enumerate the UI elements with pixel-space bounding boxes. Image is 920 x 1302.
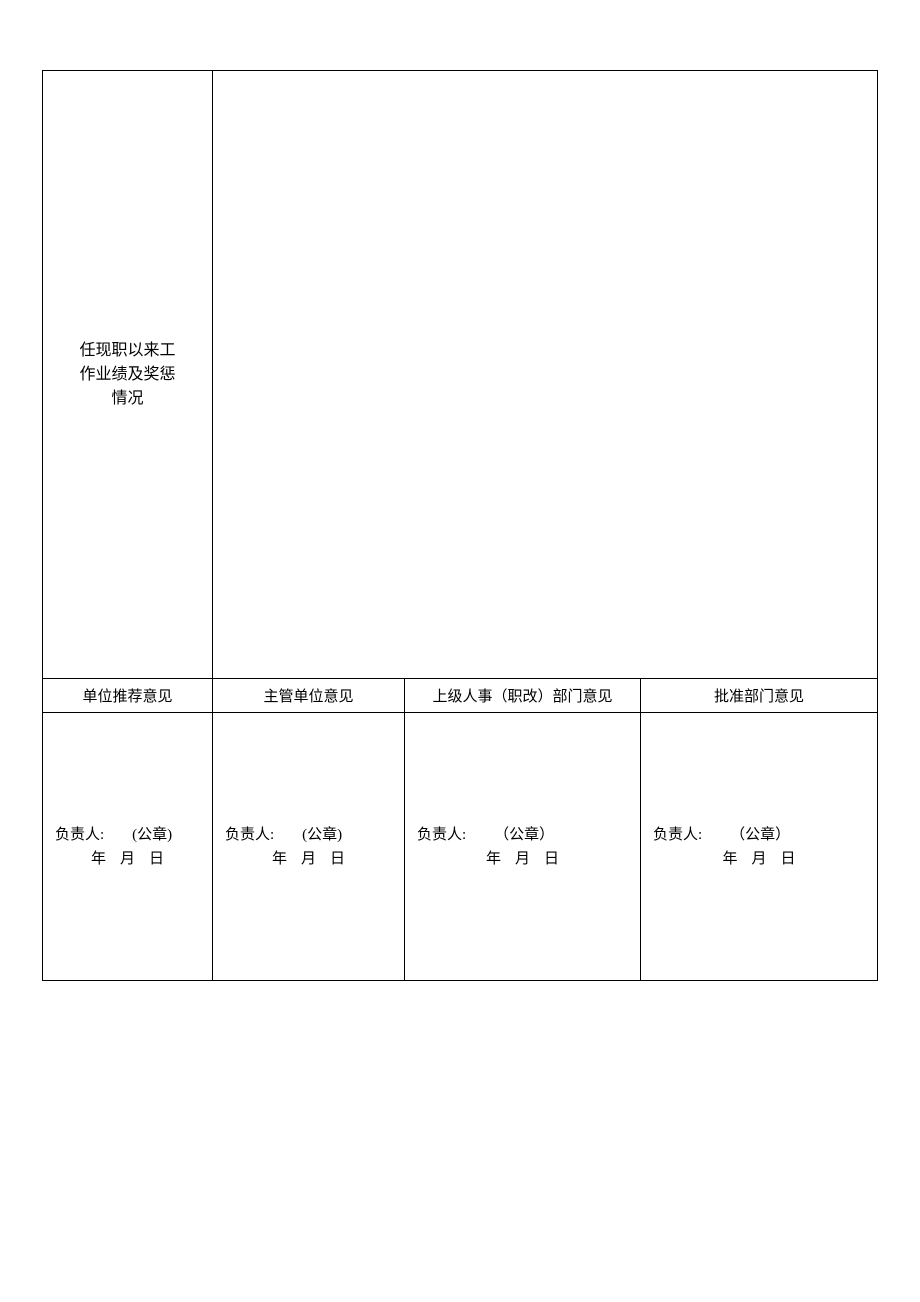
header-supervisor-unit: 主管单位意见 — [213, 679, 405, 713]
date-line: 年月日 — [653, 847, 865, 871]
month-label: 月 — [301, 851, 316, 867]
performance-content-cell — [213, 71, 878, 679]
seal-label: (公章) — [302, 827, 342, 843]
responsible-label: 负责人: — [653, 827, 702, 843]
opinion-hr-cell: 负责人: （公章） 年月日 — [405, 713, 641, 981]
approval-form-table: 任现职以来工作业绩及奖惩情况 单位推荐意见 主管单位意见 上级人事（职改）部门意… — [42, 70, 878, 981]
day-label: 日 — [149, 851, 164, 867]
seal-label: (公章) — [132, 827, 172, 843]
month-label: 月 — [751, 851, 766, 867]
signature-line: 负责人: (公章) — [55, 823, 200, 847]
opinion-content-row: 负责人:(公章) 年月日 负责人:(公章) 年月日 负责人:（公章） 年月日 — [43, 713, 878, 981]
responsible-label: 负责人: — [417, 827, 466, 843]
date-line: 年月日 — [225, 847, 392, 871]
year-label: 年 — [722, 851, 737, 867]
responsible-label: 负责人: — [55, 827, 104, 843]
opinion-header-row: 单位推荐意见 主管单位意见 上级人事（职改）部门意见 批准部门意见 — [43, 679, 878, 713]
opinion-approval-cell: 负责人: （公章） 年月日 — [641, 713, 878, 981]
header-approval-dept: 批准部门意见 — [641, 679, 878, 713]
performance-label-cell: 任现职以来工作业绩及奖惩情况 — [43, 71, 213, 679]
day-label: 日 — [544, 851, 559, 867]
month-label: 月 — [515, 851, 530, 867]
date-line: 年月日 — [417, 847, 628, 871]
signature-line: 负责人: （公章） — [653, 823, 865, 847]
performance-label: 任现职以来工作业绩及奖惩情况 — [78, 339, 177, 411]
signature-line: 负责人: (公章) — [225, 823, 392, 847]
year-label: 年 — [272, 851, 287, 867]
day-label: 日 — [330, 851, 345, 867]
seal-label: （公章） — [730, 827, 790, 843]
seal-label: （公章） — [494, 827, 554, 843]
year-label: 年 — [486, 851, 501, 867]
date-line: 年月日 — [55, 847, 200, 871]
header-hr-dept: 上级人事（职改）部门意见 — [405, 679, 641, 713]
signature-line: 负责人: （公章） — [417, 823, 628, 847]
day-label: 日 — [781, 851, 796, 867]
opinion-supervisor-cell: 负责人: (公章) 年月日 — [213, 713, 405, 981]
month-label: 月 — [120, 851, 135, 867]
year-label: 年 — [91, 851, 106, 867]
responsible-label: 负责人: — [225, 827, 274, 843]
header-unit-recommend: 单位推荐意见 — [43, 679, 213, 713]
performance-row: 任现职以来工作业绩及奖惩情况 — [43, 71, 878, 679]
opinion-unit-recommend-cell: 负责人: (公章) 年月日 — [43, 713, 213, 981]
